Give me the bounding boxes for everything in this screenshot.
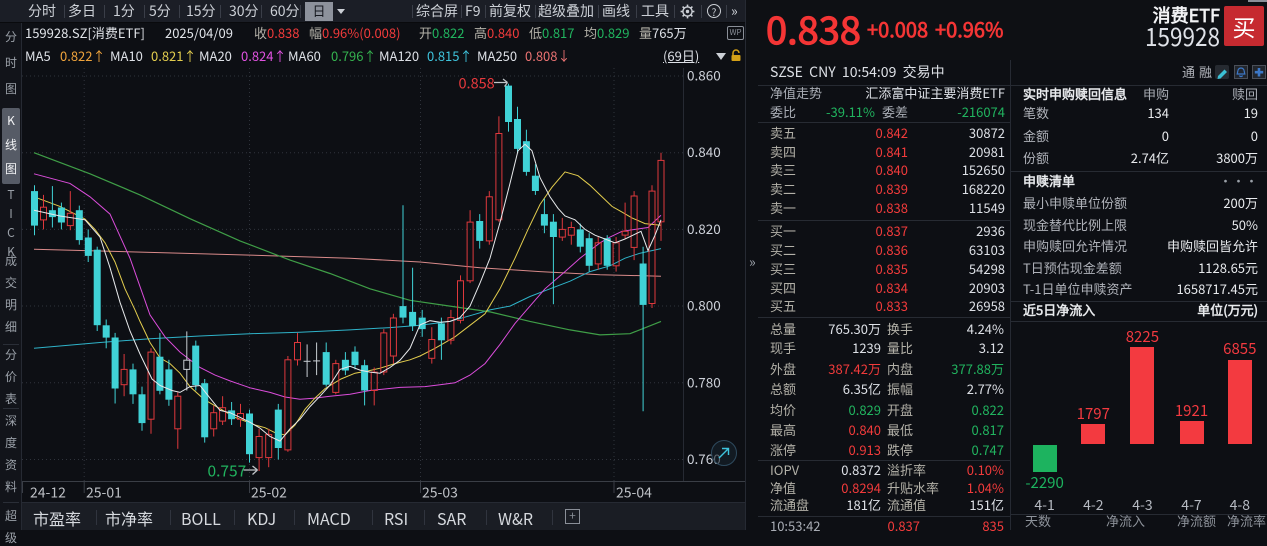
svg-text:0.820: 0.820 xyxy=(687,218,721,238)
svg-text:0.840: 0.840 xyxy=(687,141,721,161)
svg-text:25-04: 25-04 xyxy=(616,483,652,503)
svg-text:25-03: 25-03 xyxy=(422,483,458,503)
svg-text:25-02: 25-02 xyxy=(251,483,287,503)
svg-text:0.780: 0.780 xyxy=(687,371,721,391)
svg-text:24-12: 24-12 xyxy=(30,483,66,503)
svg-text:0.860: 0.860 xyxy=(687,68,721,85)
svg-text:0.757: 0.757 xyxy=(208,460,247,482)
svg-text:0.858: 0.858 xyxy=(459,73,495,94)
svg-text:0.800: 0.800 xyxy=(687,295,721,315)
svg-text:25-01: 25-01 xyxy=(86,483,122,503)
